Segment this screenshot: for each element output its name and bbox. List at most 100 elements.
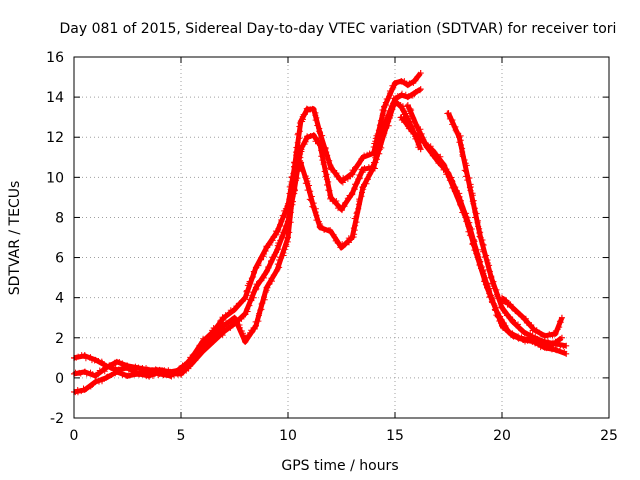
data-point xyxy=(392,80,398,87)
data-point xyxy=(445,110,452,117)
data-point xyxy=(488,274,495,281)
y-tick-label: 12 xyxy=(46,130,64,146)
x-tick-label: 25 xyxy=(600,428,618,444)
y-tick-label: 0 xyxy=(55,371,64,387)
data-point xyxy=(297,146,304,153)
data-point xyxy=(359,154,366,161)
data-point xyxy=(188,356,195,363)
data-point xyxy=(338,206,345,213)
data-point xyxy=(516,334,523,341)
data-point xyxy=(349,190,356,197)
data-point xyxy=(338,244,345,251)
data-point xyxy=(520,314,527,321)
data-point xyxy=(242,310,249,317)
data-point xyxy=(297,160,304,167)
data-point xyxy=(178,370,184,377)
data-point xyxy=(113,358,120,365)
chart-title: Day 081 of 2015, Sidereal Day-to-day VTE… xyxy=(60,21,617,37)
data-point xyxy=(92,378,99,385)
data-point xyxy=(548,342,555,349)
data-point xyxy=(499,304,505,311)
y-axis-label: SDTVAR / TECUs xyxy=(7,181,23,296)
y-tick-label: 16 xyxy=(46,50,64,66)
data-point xyxy=(124,372,131,379)
y-tick-label: 8 xyxy=(55,210,64,226)
data-point xyxy=(419,138,426,145)
data-point xyxy=(466,184,473,191)
data-point xyxy=(231,306,238,313)
data-point xyxy=(381,104,388,111)
data-point xyxy=(509,304,516,311)
data-point xyxy=(297,118,304,125)
data-point xyxy=(210,334,217,341)
series-track-e-line xyxy=(405,104,568,357)
plot-frame xyxy=(73,56,610,419)
data-point xyxy=(359,166,366,173)
data-point xyxy=(499,294,505,301)
data-point xyxy=(430,148,437,155)
data-point xyxy=(304,134,311,141)
data-point xyxy=(178,364,184,371)
data-point xyxy=(310,106,317,113)
data-point xyxy=(520,328,527,335)
data-point xyxy=(242,294,249,301)
data-point xyxy=(220,314,227,321)
data-point xyxy=(413,122,420,129)
data-point xyxy=(92,372,99,379)
data-point xyxy=(317,142,324,149)
data-point xyxy=(135,364,142,371)
data-point xyxy=(370,164,377,171)
data-point xyxy=(349,170,356,177)
data-point xyxy=(462,214,469,221)
data-point xyxy=(327,228,334,235)
data-point xyxy=(252,322,259,329)
data-point xyxy=(327,194,334,201)
data-point xyxy=(310,132,317,139)
data-point xyxy=(113,368,120,375)
y-tick-label: 14 xyxy=(46,90,64,106)
series-track-c-markers xyxy=(72,99,422,396)
data-point xyxy=(484,284,491,291)
axis-ticks: 0 5 10 15 20 25 -2 0 2 4 6 8 10 12 14 16 xyxy=(46,50,618,444)
x-tick-label: 15 xyxy=(386,428,404,444)
data-point xyxy=(317,224,324,231)
y-tick-label: 10 xyxy=(46,170,64,186)
data-point xyxy=(563,342,570,349)
data-point xyxy=(167,372,174,379)
data-point xyxy=(494,310,501,317)
data-point xyxy=(81,352,88,359)
data-point xyxy=(135,370,142,377)
data-point xyxy=(81,386,88,393)
series-track-a-markers xyxy=(70,73,421,378)
data-points xyxy=(70,70,570,396)
data-point xyxy=(220,322,227,329)
data-point xyxy=(456,134,463,141)
data-point xyxy=(404,94,411,101)
data-point xyxy=(327,164,334,171)
data-point xyxy=(541,332,548,339)
data-point xyxy=(473,250,480,257)
data-point xyxy=(124,364,131,371)
data-point xyxy=(411,90,418,97)
data-point xyxy=(103,374,110,381)
y-tick-label: 4 xyxy=(55,291,64,307)
data-point xyxy=(263,268,270,275)
data-point xyxy=(291,174,298,181)
data-point xyxy=(274,246,281,253)
data-point xyxy=(263,244,270,251)
y-tick-label: 6 xyxy=(55,251,64,267)
x-tick-label: 10 xyxy=(279,428,297,444)
data-point xyxy=(563,350,570,357)
x-tick-label: 0 xyxy=(70,428,79,444)
data-point xyxy=(381,130,388,137)
data-point xyxy=(552,346,559,353)
data-point xyxy=(558,334,565,341)
data-point xyxy=(304,106,311,113)
data-point xyxy=(274,266,281,273)
data-point xyxy=(477,234,484,241)
data-point xyxy=(252,284,259,291)
data-point xyxy=(103,362,110,369)
data-point xyxy=(156,370,163,377)
data-point xyxy=(404,102,411,109)
